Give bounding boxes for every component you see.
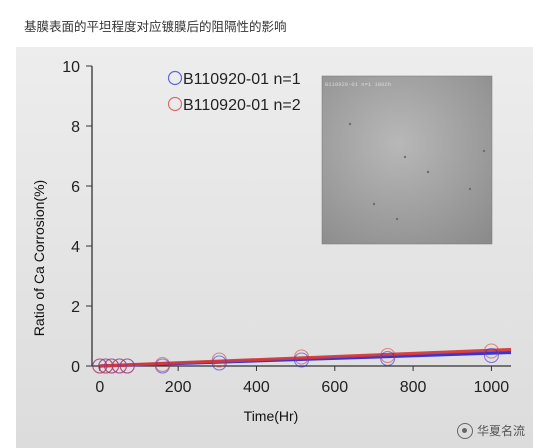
inset-speck <box>372 202 376 206</box>
inset-speck <box>468 187 472 191</box>
data-point-series-2 <box>483 343 499 359</box>
x-tick-label: 400 <box>243 379 270 396</box>
x-tick-label: 200 <box>165 379 192 396</box>
data-point-series-2 <box>111 358 127 374</box>
data-point-series-2 <box>92 358 108 374</box>
legend-label-series-1: B110920-01 n=1 <box>183 71 301 88</box>
x-tick-label: 0 <box>95 379 104 396</box>
legend-marker-series-1 <box>167 70 183 86</box>
x-axis-label: Time(Hr) <box>244 408 299 424</box>
watermark-text: 华夏名流 <box>476 424 525 438</box>
wechat-icon <box>456 422 473 439</box>
chart-ticks: 0 2 4 6 8 10 0 200 400 600 800 1000 <box>62 59 509 396</box>
data-point-series-2 <box>119 358 135 374</box>
y-tick-label: 6 <box>71 179 80 196</box>
y-tick-label: 8 <box>71 119 80 136</box>
data-point-series-2 <box>154 356 171 373</box>
inset-speck <box>348 122 352 126</box>
inset-speck <box>482 149 486 153</box>
y-axis-label: Ratio of Ca Corrosion(%) <box>31 180 47 336</box>
data-point-series-1 <box>211 355 227 371</box>
data-point-series-1 <box>293 352 310 368</box>
inset-label: B110920-01 n=1 1002h <box>325 81 391 88</box>
data-point-series-2 <box>211 352 227 368</box>
data-point-series-2 <box>104 358 120 374</box>
y-tick-label: 0 <box>71 359 80 376</box>
x-tick-label: 800 <box>400 379 427 396</box>
y-tick-label: 2 <box>71 299 80 316</box>
y-tick-label: 4 <box>71 239 80 256</box>
legend-marker-series-2 <box>167 96 183 112</box>
inset-image <box>321 75 493 245</box>
data-point-series-1 <box>380 350 396 367</box>
data-point-series-2 <box>293 349 310 365</box>
figure-caption: 基膜表面的平坦程度对应镀膜后的阻隔性的影响 <box>24 19 287 34</box>
data-point-series-1 <box>483 347 499 364</box>
chart-axes <box>91 66 511 367</box>
inset-speck <box>426 170 430 174</box>
inset-speck <box>395 217 399 221</box>
inset-speck <box>403 155 407 159</box>
y-tick-label: 10 <box>62 59 80 76</box>
watermark: 华夏名流 <box>456 422 525 439</box>
x-tick-label: 600 <box>321 379 348 396</box>
data-point-series-2 <box>380 347 396 364</box>
legend: B110920-01 n=1 B110920-01 n=2 <box>167 70 301 114</box>
legend-label-series-2: B110920-01 n=2 <box>183 97 301 114</box>
inset-micrograph: B110920-01 n=1 1002h <box>321 75 493 245</box>
data-points <box>92 343 499 374</box>
x-tick-label: 1000 <box>474 379 510 396</box>
